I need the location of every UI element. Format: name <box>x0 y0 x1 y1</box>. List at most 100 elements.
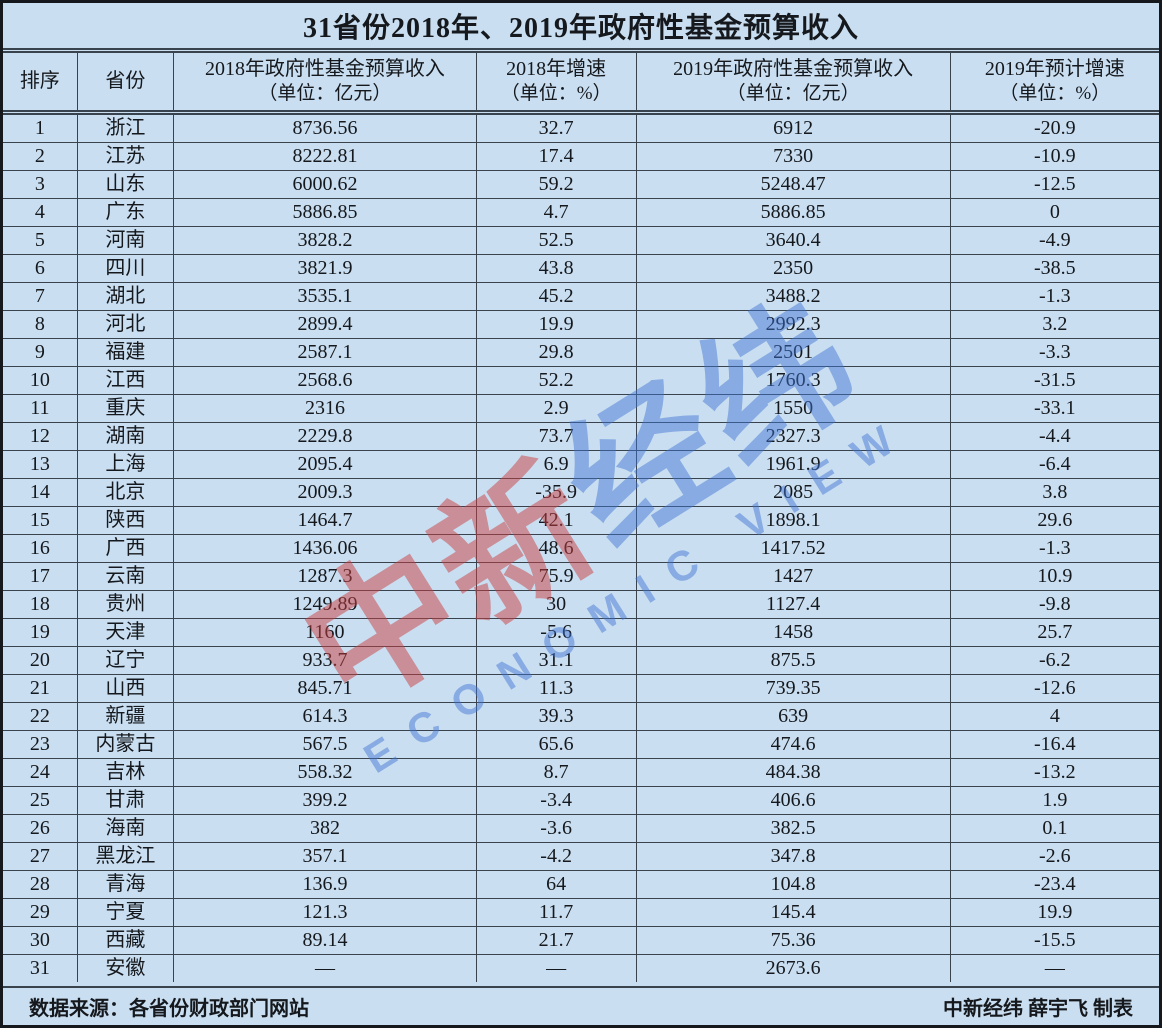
table-header: 排序 省份 2018年政府性基金预算收入 （单位：亿元） 2018年增速 （单位：%） 20… <box>3 53 1159 115</box>
table-row: 23 内蒙古 567.5 65.6 474.6 -16.4 <box>3 730 1159 759</box>
cell-province: 河南 <box>76 226 174 255</box>
cell-growth2018: -3.6 <box>475 814 637 843</box>
cell-rank: 8 <box>3 310 78 339</box>
cell-growth2019: -2.6 <box>949 842 1159 871</box>
cell-rank: 26 <box>3 814 78 843</box>
table-row: 18 贵州 1249.89 30 1127.4 -9.8 <box>3 590 1159 619</box>
cell-rank: 22 <box>3 702 78 731</box>
cell-growth2019: 4 <box>949 702 1159 731</box>
cell-rev2019: 5886.85 <box>635 198 951 227</box>
cell-province: 内蒙古 <box>76 730 174 759</box>
cell-growth2018: 73.7 <box>475 422 637 451</box>
cell-rev2018: 3535.1 <box>173 282 477 311</box>
cell-rev2019: 739.35 <box>635 674 951 703</box>
cell-growth2019: -33.1 <box>949 394 1159 423</box>
table-row: 3 山东 6000.62 59.2 5248.47 -12.5 <box>3 170 1159 199</box>
cell-growth2018: 52.5 <box>475 226 637 255</box>
cell-growth2019: 10.9 <box>949 562 1159 591</box>
cell-rev2018: 1436.06 <box>173 534 477 563</box>
cell-rank: 5 <box>3 226 78 255</box>
column-header-rev2019: 2019年政府性基金预算收入 （单位：亿元） <box>635 53 951 115</box>
cell-province: 四川 <box>76 254 174 283</box>
table-row: 25 甘肃 399.2 -3.4 406.6 1.9 <box>3 786 1159 815</box>
cell-growth2019: — <box>949 954 1159 982</box>
cell-rev2019: 1458 <box>635 618 951 647</box>
table-row: 7 湖北 3535.1 45.2 3488.2 -1.3 <box>3 282 1159 311</box>
cell-growth2019: -15.5 <box>949 926 1159 955</box>
cell-growth2018: 6.9 <box>475 450 637 479</box>
cell-rev2018: 136.9 <box>173 870 477 899</box>
table-row: 26 海南 382 -3.6 382.5 0.1 <box>3 814 1159 843</box>
cell-rev2018: 5886.85 <box>173 198 477 227</box>
cell-rev2019: 382.5 <box>635 814 951 843</box>
cell-rev2019: 875.5 <box>635 646 951 675</box>
cell-growth2018: -3.4 <box>475 786 637 815</box>
table-row: 19 天津 1160 -5.6 1458 25.7 <box>3 618 1159 647</box>
cell-growth2018: 19.9 <box>475 310 637 339</box>
table-row: 14 北京 2009.3 -35.9 2085 3.8 <box>3 478 1159 507</box>
cell-growth2019: -6.2 <box>949 646 1159 675</box>
cell-province: 上海 <box>76 450 174 479</box>
cell-growth2018: 29.8 <box>475 338 637 367</box>
cell-rank: 31 <box>3 954 78 982</box>
cell-growth2019: -23.4 <box>949 870 1159 899</box>
cell-growth2019: -38.5 <box>949 254 1159 283</box>
cell-rev2019: 1417.52 <box>635 534 951 563</box>
cell-rank: 11 <box>3 394 78 423</box>
cell-rev2019: 2501 <box>635 338 951 367</box>
cell-rev2019: 406.6 <box>635 786 951 815</box>
cell-province: 宁夏 <box>76 898 174 927</box>
cell-growth2019: -1.3 <box>949 534 1159 563</box>
cell-rev2018: 2587.1 <box>173 338 477 367</box>
cell-growth2018: 21.7 <box>475 926 637 955</box>
cell-growth2019: -20.9 <box>949 112 1159 143</box>
cell-growth2019: 0 <box>949 198 1159 227</box>
cell-growth2018: 59.2 <box>475 170 637 199</box>
cell-growth2019: 0.1 <box>949 814 1159 843</box>
cell-growth2019: -13.2 <box>949 758 1159 787</box>
cell-rev2019: 639 <box>635 702 951 731</box>
cell-rev2019: 474.6 <box>635 730 951 759</box>
cell-province: 云南 <box>76 562 174 591</box>
table-row: 27 黑龙江 357.1 -4.2 347.8 -2.6 <box>3 842 1159 871</box>
cell-growth2019: -1.3 <box>949 282 1159 311</box>
cell-growth2018: -35.9 <box>475 478 637 507</box>
table-row: 2 江苏 8222.81 17.4 7330 -10.9 <box>3 142 1159 171</box>
cell-rev2018: 567.5 <box>173 730 477 759</box>
cell-rank: 4 <box>3 198 78 227</box>
cell-growth2018: 65.6 <box>475 730 637 759</box>
cell-province: 吉林 <box>76 758 174 787</box>
cell-growth2018: 30 <box>475 590 637 619</box>
cell-rev2019: 3488.2 <box>635 282 951 311</box>
cell-rank: 15 <box>3 506 78 535</box>
cell-growth2018: 64 <box>475 870 637 899</box>
cell-province: 安徽 <box>76 954 174 982</box>
table-footer: 数据来源：各省份财政部门网站 中新经纬 薛宇飞 制表 <box>3 986 1159 1025</box>
cell-rank: 16 <box>3 534 78 563</box>
cell-rank: 2 <box>3 142 78 171</box>
cell-province: 海南 <box>76 814 174 843</box>
table-row: 16 广西 1436.06 48.6 1417.52 -1.3 <box>3 534 1159 563</box>
cell-growth2018: 48.6 <box>475 534 637 563</box>
cell-rev2018: 121.3 <box>173 898 477 927</box>
cell-growth2018: — <box>475 954 637 982</box>
cell-growth2019: -9.8 <box>949 590 1159 619</box>
cell-rev2019: 6912 <box>635 112 951 143</box>
cell-province: 广西 <box>76 534 174 563</box>
table-row: 29 宁夏 121.3 11.7 145.4 19.9 <box>3 898 1159 927</box>
table-row: 21 山西 845.71 11.3 739.35 -12.6 <box>3 674 1159 703</box>
column-header-rev2018: 2018年政府性基金预算收入 （单位：亿元） <box>173 53 477 115</box>
cell-province: 贵州 <box>76 590 174 619</box>
cell-rev2018: 2009.3 <box>173 478 477 507</box>
table-row: 17 云南 1287.3 75.9 1427 10.9 <box>3 562 1159 591</box>
table-row: 1 浙江 8736.56 32.7 6912 -20.9 <box>3 112 1159 143</box>
cell-rank: 30 <box>3 926 78 955</box>
cell-growth2018: 39.3 <box>475 702 637 731</box>
cell-rev2018: 6000.62 <box>173 170 477 199</box>
cell-province: 山西 <box>76 674 174 703</box>
cell-province: 河北 <box>76 310 174 339</box>
cell-growth2019: -31.5 <box>949 366 1159 395</box>
cell-growth2019: -12.5 <box>949 170 1159 199</box>
table-row: 22 新疆 614.3 39.3 639 4 <box>3 702 1159 731</box>
